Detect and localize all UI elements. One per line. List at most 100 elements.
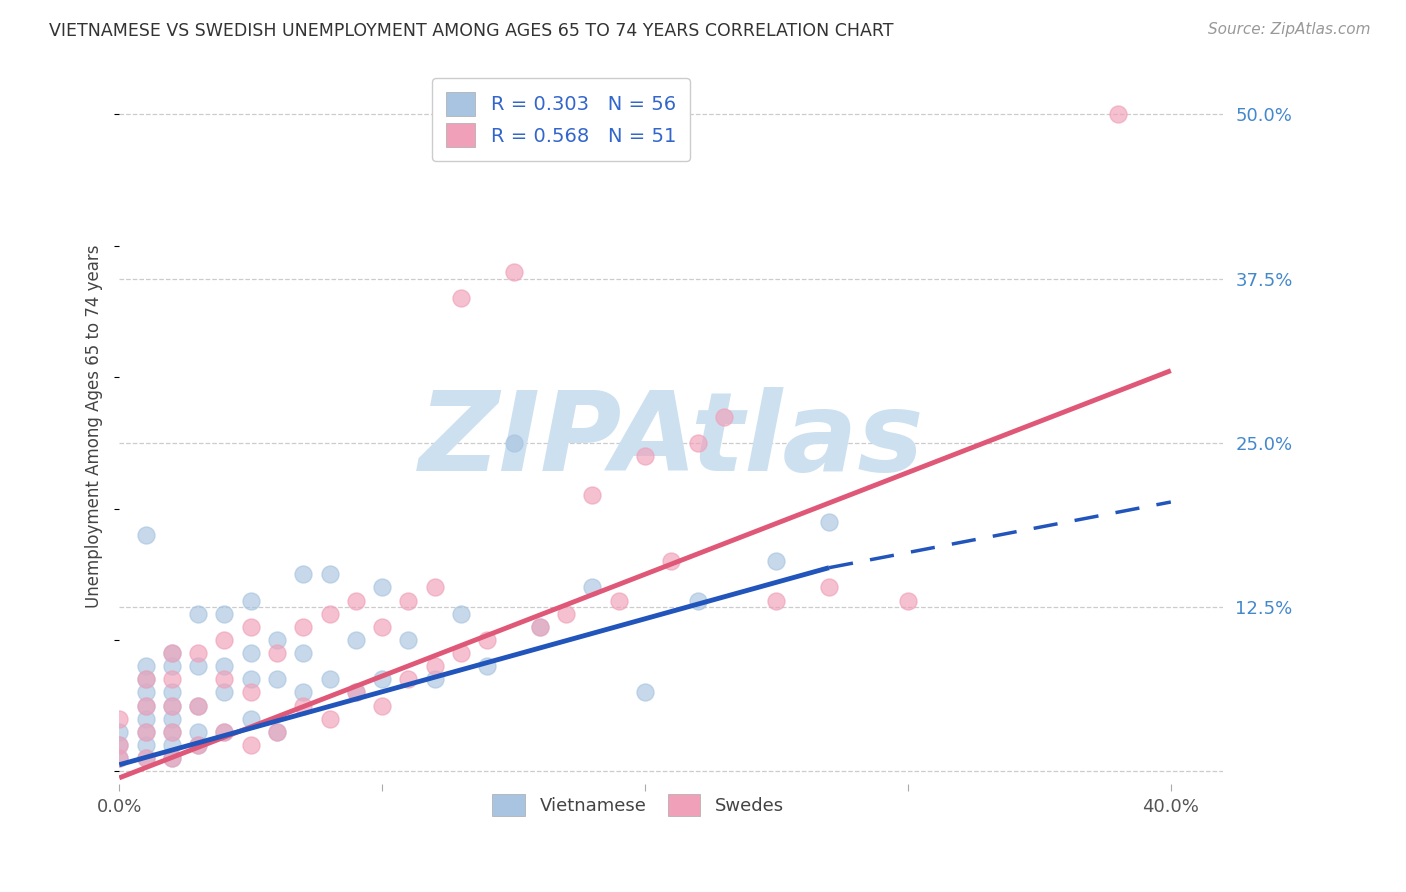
Point bbox=[135, 673, 157, 687]
Point bbox=[187, 646, 209, 660]
Point bbox=[187, 738, 209, 752]
Point bbox=[897, 593, 920, 607]
Point bbox=[266, 724, 288, 739]
Point bbox=[371, 581, 394, 595]
Point bbox=[450, 292, 472, 306]
Point bbox=[135, 712, 157, 726]
Point bbox=[398, 632, 420, 647]
Point bbox=[477, 659, 499, 673]
Point bbox=[214, 607, 236, 621]
Point bbox=[214, 685, 236, 699]
Point bbox=[398, 673, 420, 687]
Point bbox=[135, 673, 157, 687]
Point bbox=[344, 632, 367, 647]
Point bbox=[187, 738, 209, 752]
Point bbox=[344, 685, 367, 699]
Point bbox=[529, 620, 551, 634]
Point bbox=[371, 620, 394, 634]
Point bbox=[292, 646, 315, 660]
Point bbox=[160, 646, 183, 660]
Point bbox=[135, 698, 157, 713]
Point bbox=[214, 632, 236, 647]
Point bbox=[239, 685, 262, 699]
Point bbox=[292, 567, 315, 582]
Y-axis label: Unemployment Among Ages 65 to 74 years: Unemployment Among Ages 65 to 74 years bbox=[86, 244, 103, 608]
Point bbox=[135, 685, 157, 699]
Point bbox=[344, 593, 367, 607]
Text: VIETNAMESE VS SWEDISH UNEMPLOYMENT AMONG AGES 65 TO 74 YEARS CORRELATION CHART: VIETNAMESE VS SWEDISH UNEMPLOYMENT AMONG… bbox=[49, 22, 894, 40]
Point bbox=[135, 724, 157, 739]
Legend: Vietnamese, Swedes: Vietnamese, Swedes bbox=[484, 786, 793, 825]
Point bbox=[529, 620, 551, 634]
Point bbox=[423, 673, 446, 687]
Point bbox=[1107, 107, 1129, 121]
Point bbox=[108, 751, 131, 765]
Point bbox=[135, 528, 157, 542]
Point bbox=[292, 620, 315, 634]
Point bbox=[135, 698, 157, 713]
Point bbox=[160, 751, 183, 765]
Point bbox=[318, 712, 340, 726]
Point bbox=[160, 712, 183, 726]
Point bbox=[160, 738, 183, 752]
Point bbox=[713, 409, 735, 424]
Point bbox=[239, 593, 262, 607]
Point bbox=[502, 265, 524, 279]
Point bbox=[318, 607, 340, 621]
Point bbox=[818, 581, 841, 595]
Point bbox=[187, 698, 209, 713]
Point bbox=[266, 632, 288, 647]
Point bbox=[344, 685, 367, 699]
Point bbox=[108, 738, 131, 752]
Point bbox=[160, 698, 183, 713]
Point bbox=[214, 724, 236, 739]
Point bbox=[239, 712, 262, 726]
Point bbox=[135, 751, 157, 765]
Point bbox=[108, 724, 131, 739]
Point bbox=[502, 436, 524, 450]
Point bbox=[187, 659, 209, 673]
Point bbox=[239, 738, 262, 752]
Point bbox=[187, 724, 209, 739]
Point bbox=[423, 581, 446, 595]
Point bbox=[450, 646, 472, 660]
Text: Source: ZipAtlas.com: Source: ZipAtlas.com bbox=[1208, 22, 1371, 37]
Point bbox=[160, 751, 183, 765]
Point bbox=[818, 515, 841, 529]
Point bbox=[160, 698, 183, 713]
Point bbox=[239, 673, 262, 687]
Point bbox=[108, 751, 131, 765]
Point bbox=[292, 698, 315, 713]
Point bbox=[214, 659, 236, 673]
Point bbox=[765, 593, 787, 607]
Point bbox=[135, 659, 157, 673]
Point bbox=[659, 554, 682, 568]
Point bbox=[187, 607, 209, 621]
Point bbox=[423, 659, 446, 673]
Point bbox=[318, 567, 340, 582]
Point bbox=[292, 685, 315, 699]
Point bbox=[555, 607, 578, 621]
Point bbox=[371, 698, 394, 713]
Point bbox=[214, 724, 236, 739]
Point bbox=[266, 724, 288, 739]
Point bbox=[634, 449, 657, 463]
Point bbox=[581, 581, 603, 595]
Point bbox=[108, 712, 131, 726]
Point bbox=[135, 724, 157, 739]
Point bbox=[214, 673, 236, 687]
Point bbox=[108, 738, 131, 752]
Point bbox=[160, 724, 183, 739]
Point bbox=[686, 593, 709, 607]
Point bbox=[187, 698, 209, 713]
Point bbox=[160, 673, 183, 687]
Point bbox=[686, 436, 709, 450]
Point bbox=[607, 593, 630, 607]
Point bbox=[266, 673, 288, 687]
Point bbox=[160, 685, 183, 699]
Point bbox=[160, 724, 183, 739]
Point bbox=[398, 593, 420, 607]
Point bbox=[477, 632, 499, 647]
Point bbox=[239, 646, 262, 660]
Text: ZIPAtlas: ZIPAtlas bbox=[419, 387, 924, 494]
